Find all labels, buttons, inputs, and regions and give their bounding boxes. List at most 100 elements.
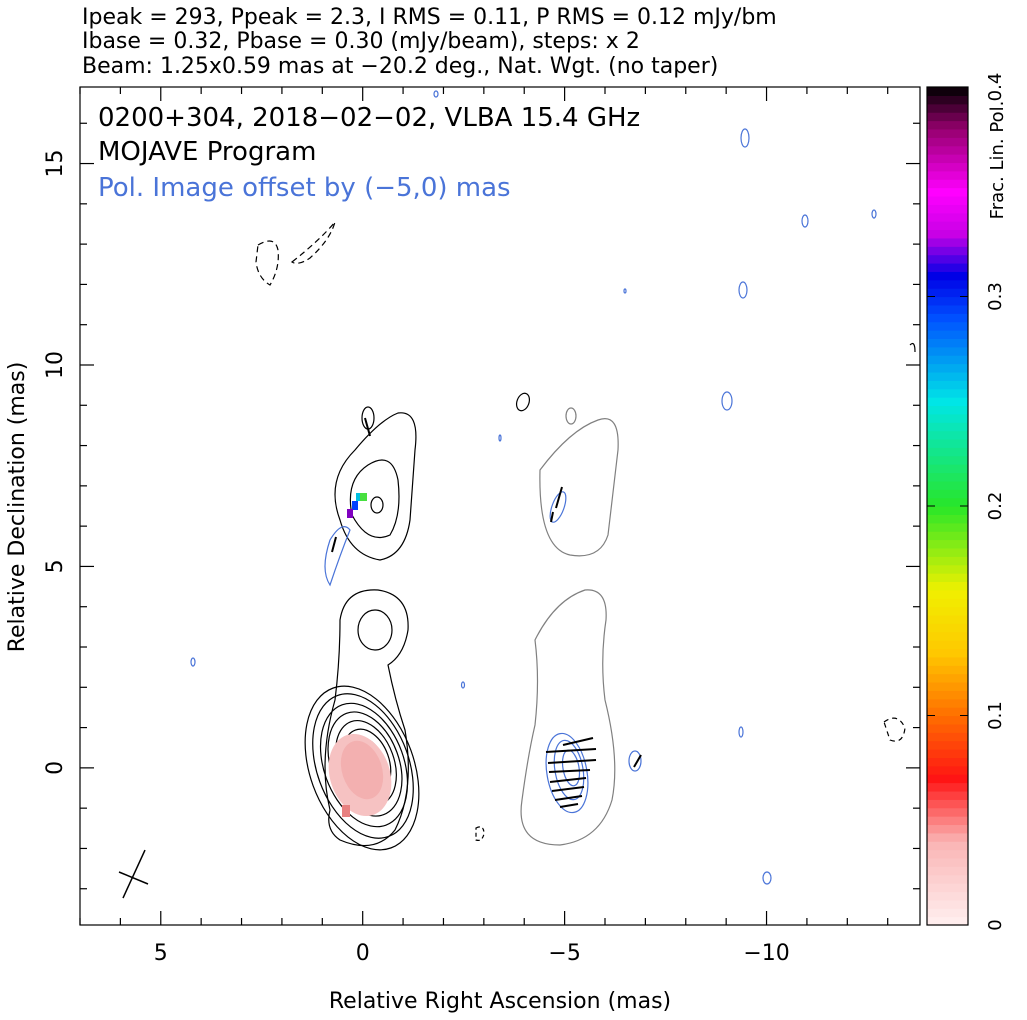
- colorbar-band: [927, 95, 968, 105]
- colorbar-band: [927, 279, 968, 289]
- colorbar-band: [927, 229, 968, 239]
- colorbar-band: [927, 304, 968, 314]
- colorbar-band: [927, 740, 968, 750]
- colorbar-band: [927, 648, 968, 658]
- colorbar-band: [927, 137, 968, 147]
- colorbar-band: [927, 120, 968, 130]
- pol-small-4: [738, 281, 748, 299]
- header-line-2: Ibase = 0.32, Pbase = 0.30 (mJy/beam), s…: [82, 29, 640, 54]
- upper-component-peak-contour: [370, 496, 384, 514]
- colorbar-band: [927, 246, 968, 256]
- pol-small-13: [738, 726, 744, 738]
- fracpol-pixel-4: [347, 509, 353, 518]
- colorbar-band: [927, 338, 968, 348]
- beam-marker: [118, 849, 149, 899]
- pol-small-2: [740, 128, 750, 148]
- evpa-tick: [545, 748, 597, 753]
- negative-contour-3: [883, 717, 906, 742]
- colorbar-band: [927, 128, 968, 138]
- colorbar-band: [927, 321, 968, 331]
- colorbar-band: [927, 581, 968, 591]
- pol-small-8: [190, 657, 196, 667]
- colorbar-band: [927, 397, 968, 407]
- north-blob-contour: [357, 609, 393, 651]
- colorbar-band: [927, 916, 968, 926]
- fractional-polarization-map: [328, 493, 392, 817]
- colorbar-band: [927, 330, 968, 339]
- core-fracpol-inner: [340, 740, 384, 800]
- colorbar-band: [927, 87, 968, 96]
- colorbar-band: [927, 573, 968, 583]
- colorbar-band: [927, 212, 968, 222]
- colorbar-band: [927, 707, 968, 717]
- colorbar-tick-label: 0.3: [985, 282, 1006, 311]
- colorbar: [927, 87, 968, 926]
- colorbar-band: [927, 556, 968, 566]
- colorbar-band: [927, 799, 968, 809]
- colorbar-band: [927, 145, 968, 155]
- colorbar-band: [927, 832, 968, 842]
- colorbar-band: [927, 271, 968, 281]
- colorbar-band: [927, 531, 968, 541]
- colorbar-band: [927, 891, 968, 901]
- pol-small-3: [801, 214, 809, 228]
- beam-minor-axis: [118, 871, 149, 885]
- colorbar-band: [927, 765, 968, 775]
- colorbar-band: [927, 472, 968, 482]
- fracpol-pixel-3: [352, 501, 358, 510]
- negative-contour-1: [255, 240, 279, 286]
- colorbar-band: [927, 195, 968, 205]
- colorbar-band: [927, 254, 968, 264]
- core-contour-3: [319, 702, 409, 828]
- colorbar-band: [927, 874, 968, 884]
- colorbar-band: [927, 857, 968, 867]
- colorbar-tick-label: 0.4: [985, 73, 1006, 102]
- colorbar-band: [927, 430, 968, 440]
- colorbar-band: [927, 380, 968, 390]
- colorbar-band: [927, 204, 968, 214]
- colorbar-band: [927, 749, 968, 758]
- core-envelope-contour: [324, 589, 409, 847]
- colorbar-band: [927, 732, 968, 742]
- colorbar-band: [927, 103, 968, 113]
- beam-major-axis: [122, 849, 146, 899]
- pol-small-11: [623, 288, 627, 294]
- colorbar-band: [927, 614, 968, 624]
- fracpol-pixel-5: [342, 805, 350, 817]
- pol-knot-contour: [549, 491, 567, 523]
- colorbar-band: [927, 673, 968, 683]
- colorbar-band: [927, 187, 968, 197]
- colorbar-band: [927, 464, 968, 474]
- colorbar-band: [927, 547, 968, 557]
- colorbar-band: [927, 899, 968, 909]
- evpa-vectors: [331, 417, 642, 808]
- colorbar-band: [927, 698, 968, 708]
- colorbar-band: [927, 296, 968, 306]
- pol-small-10: [433, 90, 439, 98]
- colorbar-band: [927, 715, 968, 725]
- y-tick-label: 5: [43, 559, 68, 573]
- colorbar-band: [927, 598, 968, 608]
- colorbar-tick-label: 0.1: [985, 701, 1006, 730]
- colorbar-band: [927, 723, 968, 733]
- pol-small-6: [871, 209, 877, 219]
- colorbar-band: [927, 631, 968, 641]
- source-annotation: 0200+304, 2018−02−02, VLBA 15.4 GHz: [98, 103, 640, 133]
- x-tick-label: −10: [743, 941, 789, 966]
- program-annotation: MOJAVE Program: [98, 137, 316, 167]
- y-tick-label: 15: [43, 150, 68, 178]
- pol-small-1: [628, 750, 642, 772]
- plot-frame: [79, 86, 921, 926]
- pol-small-9: [460, 681, 466, 689]
- upper-component-contour-1: [334, 412, 417, 561]
- colorbar-band: [927, 497, 968, 507]
- colorbar-band: [927, 807, 968, 817]
- colorbar-band: [927, 849, 968, 859]
- colorbar-band: [927, 346, 968, 356]
- colorbar-band: [927, 539, 968, 549]
- colorbar-band: [927, 883, 968, 893]
- offset-note-annotation: Pol. Image offset by (−5,0) mas: [98, 173, 511, 203]
- colorbar-tick-label: 0.2: [985, 492, 1006, 521]
- colorbar-band: [927, 355, 968, 365]
